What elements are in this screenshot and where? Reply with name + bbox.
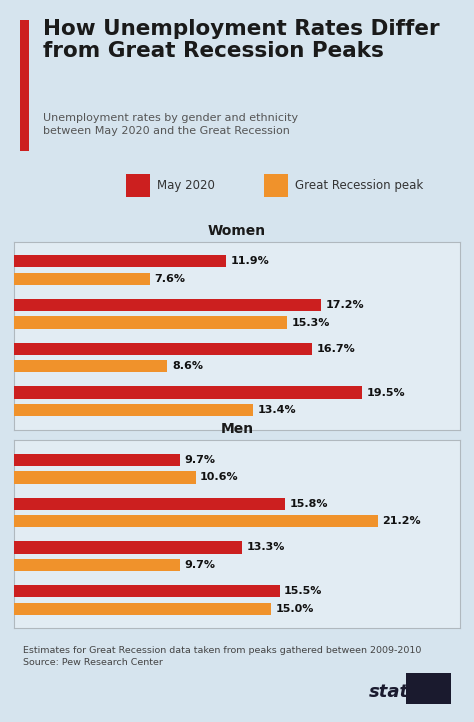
Text: 17.2%: 17.2% [325,300,364,310]
Text: Estimates for Great Recession data taken from peaks gathered between 2009-2010
S: Estimates for Great Recession data taken… [23,645,421,667]
Text: May 2020: May 2020 [157,179,215,192]
Title: Men: Men [220,422,254,436]
Bar [14,255,226,267]
Bar [14,404,253,416]
Text: 19.5%: 19.5% [366,388,405,398]
Bar [14,603,271,615]
Text: Unemployment rates by gender and ethnicity
between May 2020 and the Great Recess: Unemployment rates by gender and ethnici… [43,113,298,136]
Bar [14,386,362,399]
Bar [14,497,285,510]
Text: 15.0%: 15.0% [275,604,314,614]
Text: 9.7%: 9.7% [185,455,216,465]
FancyBboxPatch shape [19,20,29,150]
Text: statista: statista [369,683,447,700]
Bar [406,673,451,704]
Text: 15.8%: 15.8% [289,499,328,508]
Bar [14,343,312,355]
Text: 13.4%: 13.4% [257,405,296,415]
Text: 16.7%: 16.7% [316,344,355,354]
Bar [14,559,181,571]
Bar [14,585,280,597]
Title: Women: Women [208,224,266,238]
Text: 21.2%: 21.2% [382,516,420,526]
Text: 9.7%: 9.7% [185,560,216,570]
Bar [126,174,150,197]
Text: 8.6%: 8.6% [172,361,203,371]
Bar [14,515,377,527]
Bar [14,316,287,329]
Bar [14,453,181,466]
Text: Great Recession peak: Great Recession peak [295,179,423,192]
Bar [14,471,196,484]
Text: 11.9%: 11.9% [231,256,270,266]
Bar [14,360,167,373]
Text: 15.5%: 15.5% [284,586,322,596]
Text: 13.3%: 13.3% [246,542,285,552]
Text: 15.3%: 15.3% [292,318,330,328]
Bar [264,174,288,197]
Text: 10.6%: 10.6% [200,472,239,482]
Bar [14,273,150,285]
Text: How Unemployment Rates Differ
from Great Recession Peaks: How Unemployment Rates Differ from Great… [43,19,440,61]
Text: 7.6%: 7.6% [154,274,185,284]
Bar [14,299,321,311]
Bar [14,542,242,554]
